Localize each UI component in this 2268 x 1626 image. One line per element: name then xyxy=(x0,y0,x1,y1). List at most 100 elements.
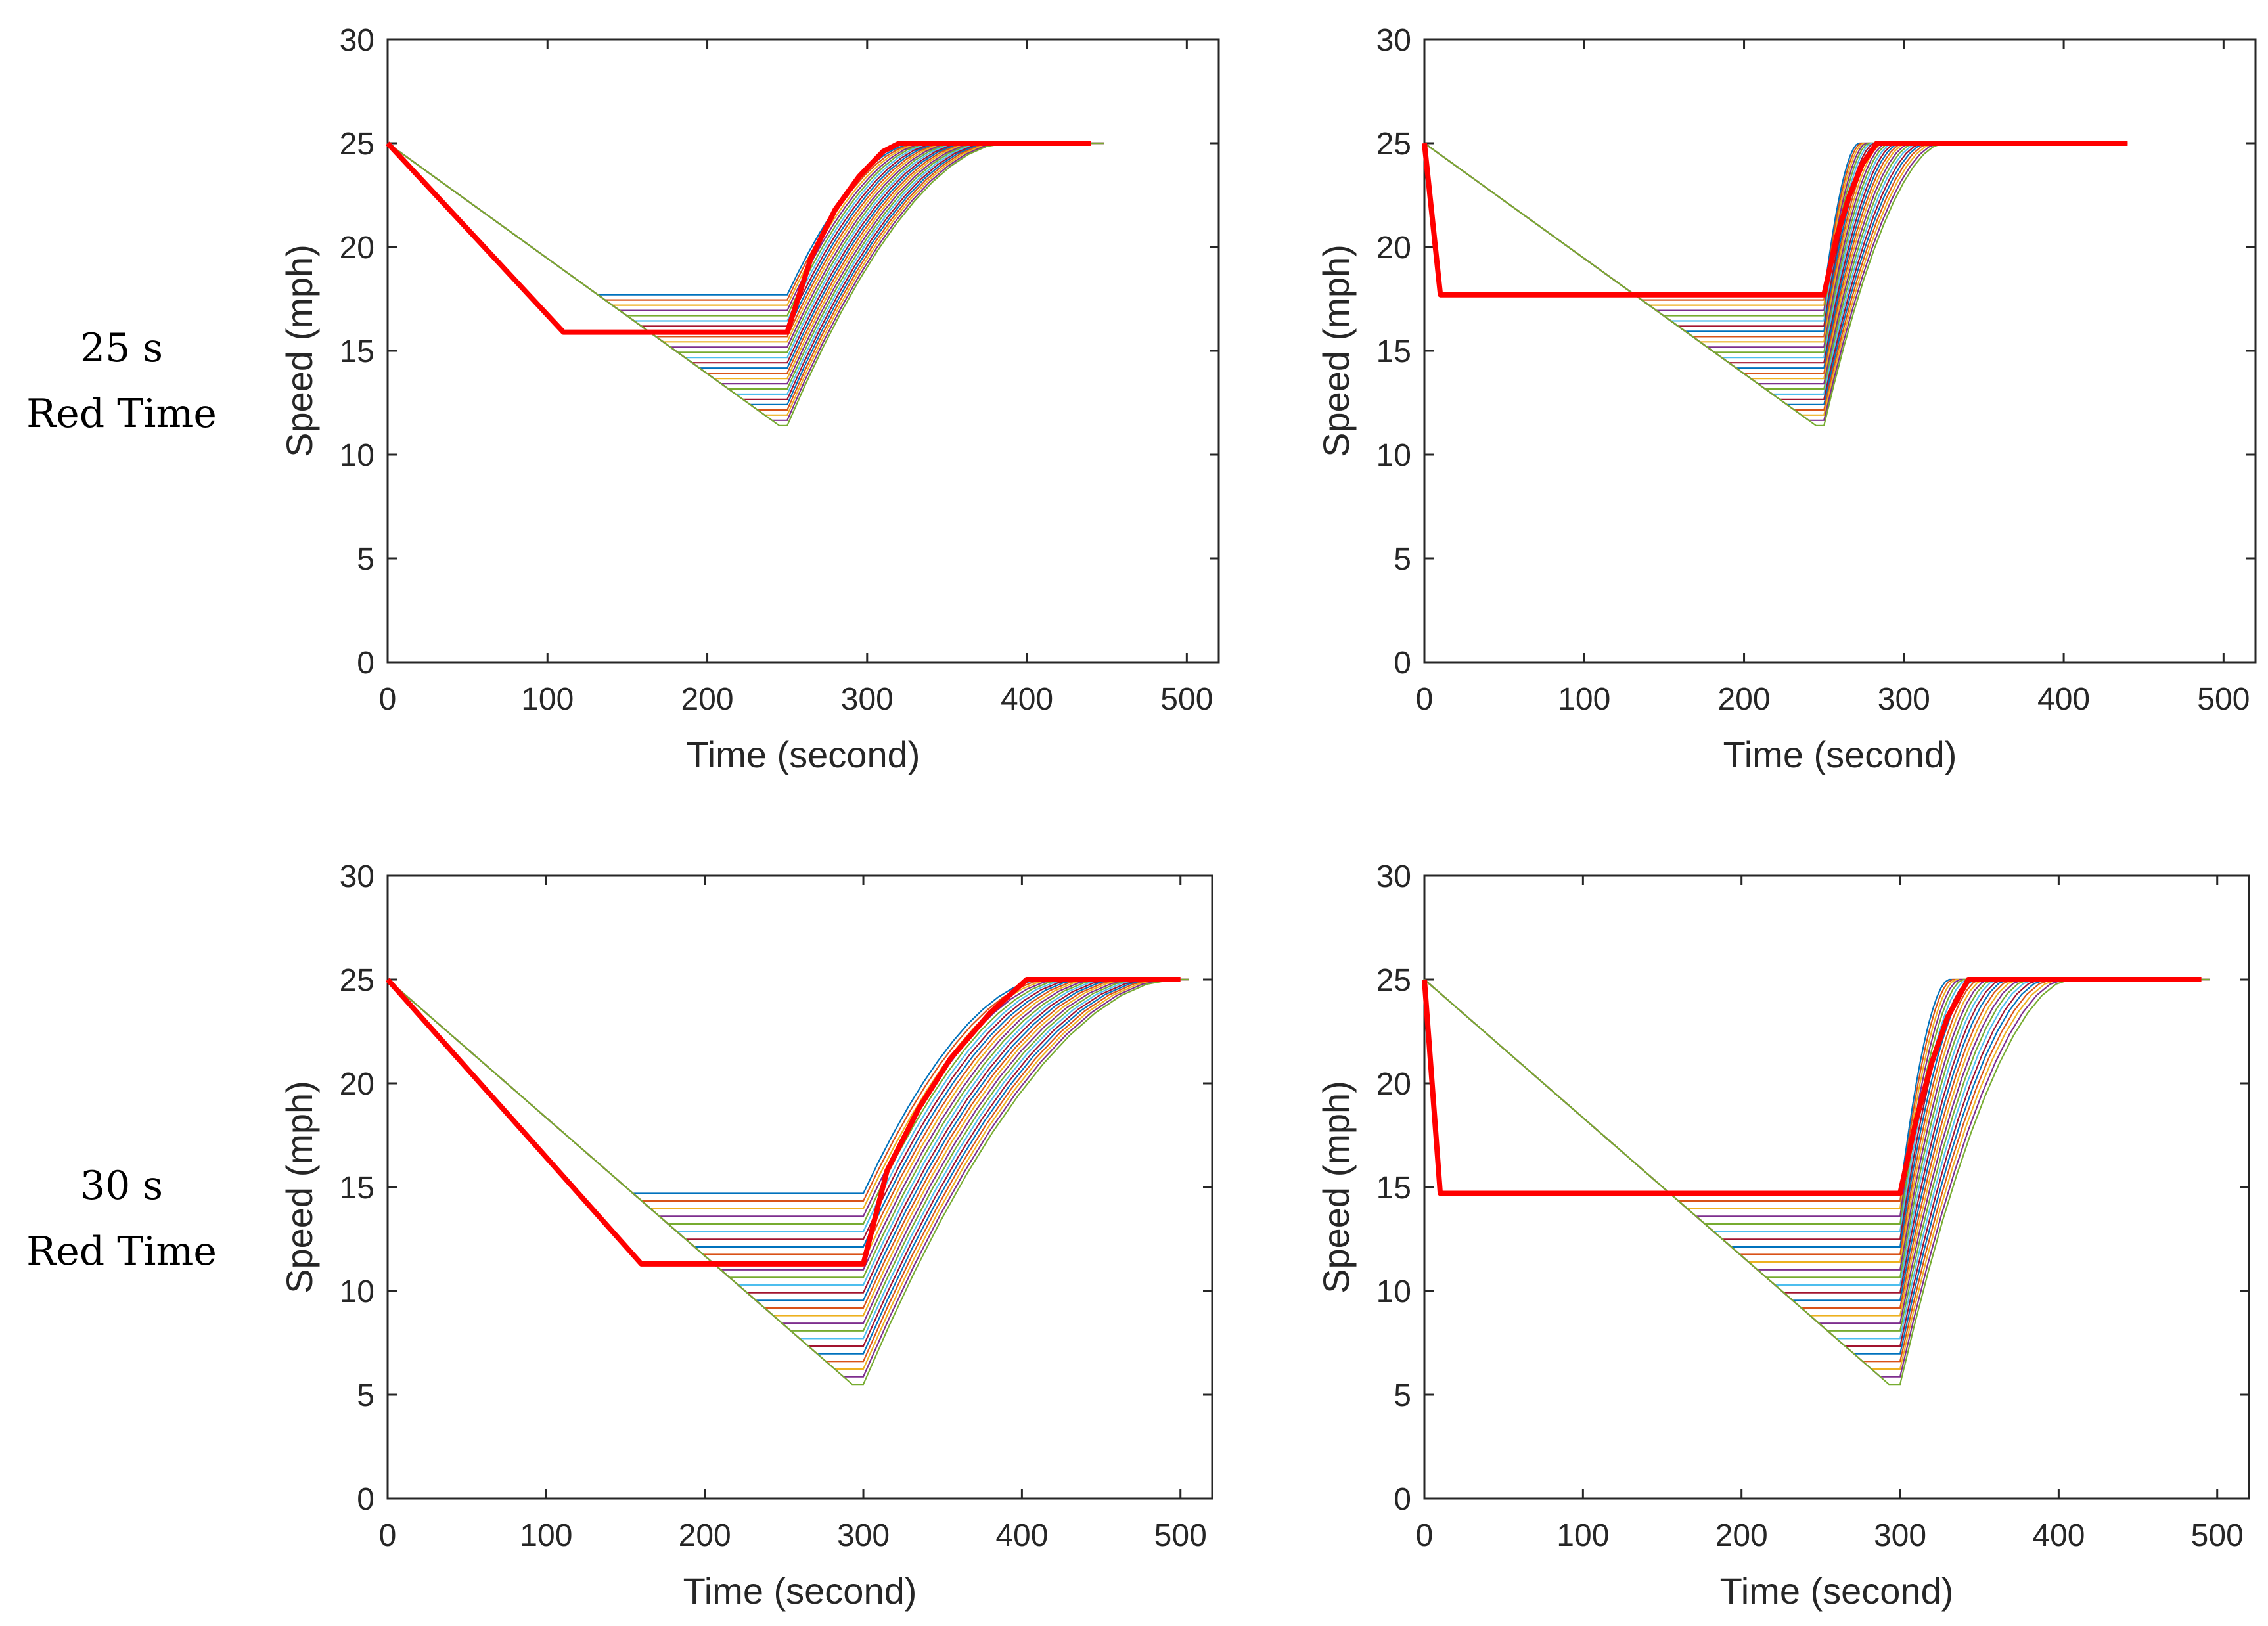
series-line xyxy=(387,978,1189,1317)
x-tick-label: 500 xyxy=(1160,682,1213,717)
y-tick-label: 20 xyxy=(340,231,374,265)
series-line xyxy=(387,978,1189,1309)
y-tick-label: 0 xyxy=(357,646,374,681)
x-tick-label: 0 xyxy=(1416,682,1434,717)
series-line xyxy=(1424,142,2128,400)
series-line xyxy=(387,978,1189,1202)
series-line xyxy=(387,142,1104,306)
series-line xyxy=(1424,978,2210,1278)
series-line xyxy=(387,142,1104,317)
y-tick-label: 25 xyxy=(340,963,374,998)
y-tick-label: 25 xyxy=(1376,963,1411,998)
y-axis-label: Speed (mph) xyxy=(279,244,320,457)
x-axis-label: Time (second) xyxy=(1723,734,1957,775)
series-line xyxy=(387,142,1104,390)
series-line xyxy=(387,142,1104,395)
plot-area xyxy=(386,874,1213,1500)
series-group xyxy=(387,142,1104,426)
series-line xyxy=(1424,978,2210,1355)
series-line xyxy=(387,142,1104,416)
x-tick-label: 0 xyxy=(1416,1518,1434,1553)
x-tick-label: 200 xyxy=(1717,682,1770,717)
series-line xyxy=(387,142,1104,311)
series-line xyxy=(1424,142,2128,374)
series-line xyxy=(387,142,1104,338)
series-line xyxy=(387,142,1104,348)
series-line xyxy=(387,142,1104,343)
highlight-series-line xyxy=(386,141,1091,335)
y-tick-label: 15 xyxy=(340,334,374,369)
series-line xyxy=(1424,978,2210,1370)
series-line xyxy=(1424,142,2128,348)
x-tick-label: 100 xyxy=(1556,1518,1609,1553)
y-tick-label: 5 xyxy=(1394,542,1411,577)
series-line xyxy=(1424,978,2210,1324)
series-line xyxy=(1424,978,2210,1378)
series-line xyxy=(387,142,1104,405)
series-line xyxy=(1424,142,2128,353)
y-tick-label: 30 xyxy=(340,859,374,894)
x-tick-label: 300 xyxy=(1878,682,1930,717)
series-group xyxy=(387,978,1189,1386)
series-line xyxy=(387,142,1104,364)
x-tick-label: 200 xyxy=(1715,1518,1768,1553)
x-axis-label: Time (second) xyxy=(1720,1570,1954,1612)
series-line xyxy=(1424,978,2210,1317)
series-line xyxy=(1424,978,2210,1340)
series-line xyxy=(387,978,1189,1386)
series-line xyxy=(387,978,1189,1263)
series-line xyxy=(1424,142,2128,426)
x-tick-label: 100 xyxy=(1558,682,1610,717)
series-line xyxy=(387,142,1104,385)
x-tick-label: 400 xyxy=(1001,682,1053,717)
series-line xyxy=(387,142,1104,411)
row-label-30s-line2: Red Time xyxy=(26,1229,217,1275)
series-line xyxy=(387,978,1189,1324)
series-line xyxy=(1424,142,2128,416)
series-line xyxy=(387,978,1189,1332)
series-line xyxy=(1424,978,2210,1386)
series-line xyxy=(1424,978,2210,1225)
series-line xyxy=(1424,142,2128,390)
series-group xyxy=(1424,978,2210,1386)
y-tick-label: 0 xyxy=(1394,646,1411,681)
x-axis-label: Time (second) xyxy=(683,1570,917,1612)
series-line xyxy=(387,978,1189,1301)
y-tick-label: 20 xyxy=(340,1067,374,1102)
x-tick-label: 400 xyxy=(2032,1518,2085,1553)
x-tick-label: 200 xyxy=(681,682,733,717)
row-label-25s: 25 s Red Time xyxy=(10,315,233,447)
series-line xyxy=(1424,142,2128,369)
series-line xyxy=(1424,142,2128,317)
row-label-30s: 30 s Red Time xyxy=(10,1153,233,1284)
y-tick-label: 10 xyxy=(340,438,374,473)
chart-panel-3: 0 100 200 300 400 500 0 5 10 15 20 25 30 Time (second… xyxy=(279,859,1213,1612)
series-line xyxy=(387,142,1104,426)
highlight-series-line xyxy=(1422,141,2128,298)
x-tick-label: 500 xyxy=(2197,682,2250,717)
series-line xyxy=(387,978,1189,1378)
series-line xyxy=(1424,978,2210,1217)
series-line xyxy=(387,978,1189,1225)
series-line xyxy=(387,978,1189,1347)
series-line xyxy=(1424,142,2128,380)
series-line xyxy=(1424,142,2128,395)
series-line xyxy=(387,142,1104,353)
series-line xyxy=(387,142,1104,374)
series-line xyxy=(1424,978,2210,1309)
highlight-series-line xyxy=(386,977,1181,1267)
series-line xyxy=(1424,142,2128,421)
y-tick-label: 15 xyxy=(1376,1171,1411,1206)
series-line xyxy=(387,978,1189,1286)
x-tick-label: 500 xyxy=(2191,1518,2244,1553)
y-tick-label: 15 xyxy=(1376,334,1411,369)
x-tick-label: 500 xyxy=(1154,1518,1207,1553)
highlight-series-line xyxy=(1422,977,2202,1196)
series-line xyxy=(1424,142,2128,311)
x-axis-label: Time (second) xyxy=(687,734,920,775)
y-tick-label: 5 xyxy=(357,1378,374,1413)
series-line xyxy=(387,978,1189,1278)
plot-area xyxy=(1423,874,2250,1500)
x-tick-label: 100 xyxy=(521,682,574,717)
